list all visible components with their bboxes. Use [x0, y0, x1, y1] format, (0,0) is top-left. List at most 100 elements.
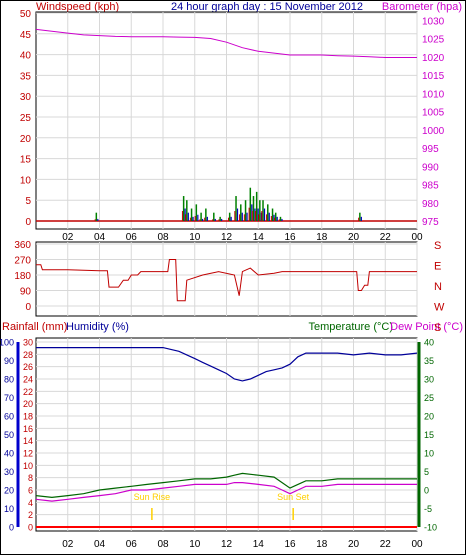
panel1-x-tick-label: 02	[62, 232, 74, 243]
barometer-tick-label: 980	[422, 199, 439, 210]
temperature-tick-label: 25	[424, 393, 434, 403]
temperature-tick-label: -10	[424, 523, 437, 533]
dewpoint-axis-title: Dew Point (°C)	[390, 321, 463, 333]
rainfall-tick-label: 6	[28, 486, 33, 496]
graph-title: 24 hour graph day : 15 November 2012	[171, 1, 363, 13]
panel3-x-tick-label: 12	[221, 539, 233, 550]
barometer-tick-label: 985	[422, 181, 439, 192]
windspeed-tick-label: 45	[20, 30, 32, 41]
humidity-tick-label: 40	[4, 449, 14, 459]
barometer-tick-label: 1015	[422, 71, 445, 82]
rainfall-tick-label: 16	[23, 424, 33, 434]
dewpoint-line	[35, 482, 417, 502]
panel1-x-tick-label: 14	[253, 232, 265, 243]
humidity-tick-label: 30	[4, 467, 14, 477]
compass-label: S	[434, 322, 441, 334]
sun-marker-label: Sun Rise	[134, 492, 171, 502]
barometer-axis-title: Barometer (hpa)	[382, 1, 462, 13]
rainfall-tick-label: 28	[23, 350, 33, 360]
compass-label: E	[434, 261, 441, 273]
direction-tick-label: 180	[14, 271, 31, 282]
rainfall-tick-label: 4	[28, 498, 33, 508]
barometer-tick-label: 1025	[422, 35, 445, 46]
panel1-x-tick-label: 08	[157, 232, 169, 243]
temperature-tick-label: 20	[424, 412, 434, 422]
barometer-tick-label: 995	[422, 144, 439, 155]
rainfall-tick-label: 2	[28, 510, 33, 520]
windspeed-tick-label: 35	[20, 71, 32, 82]
windspeed-tick-label: 30	[20, 92, 32, 103]
humidity-tick-label: 80	[4, 375, 14, 385]
temperature-tick-label: 35	[424, 356, 434, 366]
humidity-tick-label: 90	[4, 356, 14, 366]
rainfall-tick-label: 30	[23, 338, 33, 348]
rainfall-tick-label: 22	[23, 387, 33, 397]
direction-tick-label: 270	[14, 256, 31, 267]
compass-label: S	[434, 240, 441, 252]
humidity-tick-label: 70	[4, 393, 14, 403]
rainfall-tick-label: 8	[28, 473, 33, 483]
humidity-temperature-panel: 02 04 06 08 10 12 14 16 18 20 22 000246810121416182…	[0, 337, 437, 550]
windspeed-axis-title: Windspeed (kph)	[36, 1, 119, 13]
panel1-x-tick-label: 22	[380, 232, 392, 243]
temperature-tick-label: 10	[424, 449, 434, 459]
rainfall-tick-label: 26	[23, 362, 33, 372]
panel1-x-tick-label: 00	[411, 232, 423, 243]
barometer-tick-label: 1000	[422, 126, 445, 137]
temperature-tick-label: 30	[424, 375, 434, 385]
panel1-x-tick-label: 18	[316, 232, 328, 243]
rainfall-tick-label: 24	[23, 375, 33, 385]
panel3-x-tick-label: 14	[253, 539, 265, 550]
windspeed-tick-label: 0	[25, 217, 31, 228]
panel3-x-tick-label: 00	[411, 539, 423, 550]
direction-tick-label: 0	[25, 302, 31, 313]
temperature-tick-label: -5	[424, 504, 432, 514]
compass-label: N	[434, 281, 442, 293]
panel1-x-tick-label: 12	[221, 232, 233, 243]
panel3-x-tick-label: 04	[94, 539, 106, 550]
panel3-x-tick-label: 08	[157, 539, 169, 550]
humidity-line	[36, 347, 418, 382]
windspeed-tick-label: 5	[25, 196, 31, 207]
temperature-tick-label: 15	[424, 430, 434, 440]
rainfall-tick-label: 20	[23, 399, 33, 409]
barometer-tick-label: 1005	[422, 108, 445, 119]
direction-tick-label: 360	[14, 240, 31, 251]
barometer-tick-label: 1030	[422, 16, 445, 27]
wind-direction-line	[36, 259, 417, 302]
panel1-x-tick-label: 06	[126, 232, 138, 243]
wind-barometer-panel: 02 04 06 08 10 12 14 16 18 20 22 000510152025303540…	[20, 9, 445, 243]
rainfall-tick-label: 10	[23, 461, 33, 471]
windspeed-tick-label: 20	[20, 134, 32, 145]
panel3-x-tick-label: 20	[348, 539, 360, 550]
rainfall-tick-label: 12	[23, 449, 33, 459]
temperature-axis-title: Temperature (°C)	[309, 321, 393, 333]
temperature-line	[35, 472, 417, 499]
panel3-x-tick-label: 10	[189, 539, 201, 550]
panel1-x-tick-label: 04	[94, 232, 106, 243]
panel3-x-tick-label: 22	[380, 539, 392, 550]
panel3-x-tick-label: 16	[284, 539, 296, 550]
windspeed-tick-label: 40	[20, 51, 32, 62]
panel1-x-tick-label: 16	[284, 232, 296, 243]
temperature-tick-label: 5	[424, 467, 429, 477]
panel3-x-tick-label: 18	[316, 539, 328, 550]
windspeed-tick-label: 25	[20, 113, 32, 124]
barometer-tick-label: 990	[422, 162, 439, 173]
rainfall-tick-label: 0	[28, 523, 33, 533]
windspeed-tick-label: 15	[20, 155, 32, 166]
barometer-tick-label: 1010	[422, 89, 445, 100]
rainfall-axis-title: Rainfall (mm)	[2, 321, 67, 333]
rainfall-tick-label: 18	[23, 412, 33, 422]
temperature-tick-label: 40	[424, 338, 434, 348]
barometer-tick-label: 975	[422, 217, 439, 228]
humidity-tick-label: 0	[9, 523, 14, 533]
windspeed-tick-label: 50	[20, 9, 32, 20]
panel3-x-tick-label: 02	[62, 539, 74, 550]
direction-tick-label: 90	[20, 287, 32, 298]
panel1-x-tick-label: 10	[189, 232, 201, 243]
humidity-tick-label: 60	[4, 412, 14, 422]
